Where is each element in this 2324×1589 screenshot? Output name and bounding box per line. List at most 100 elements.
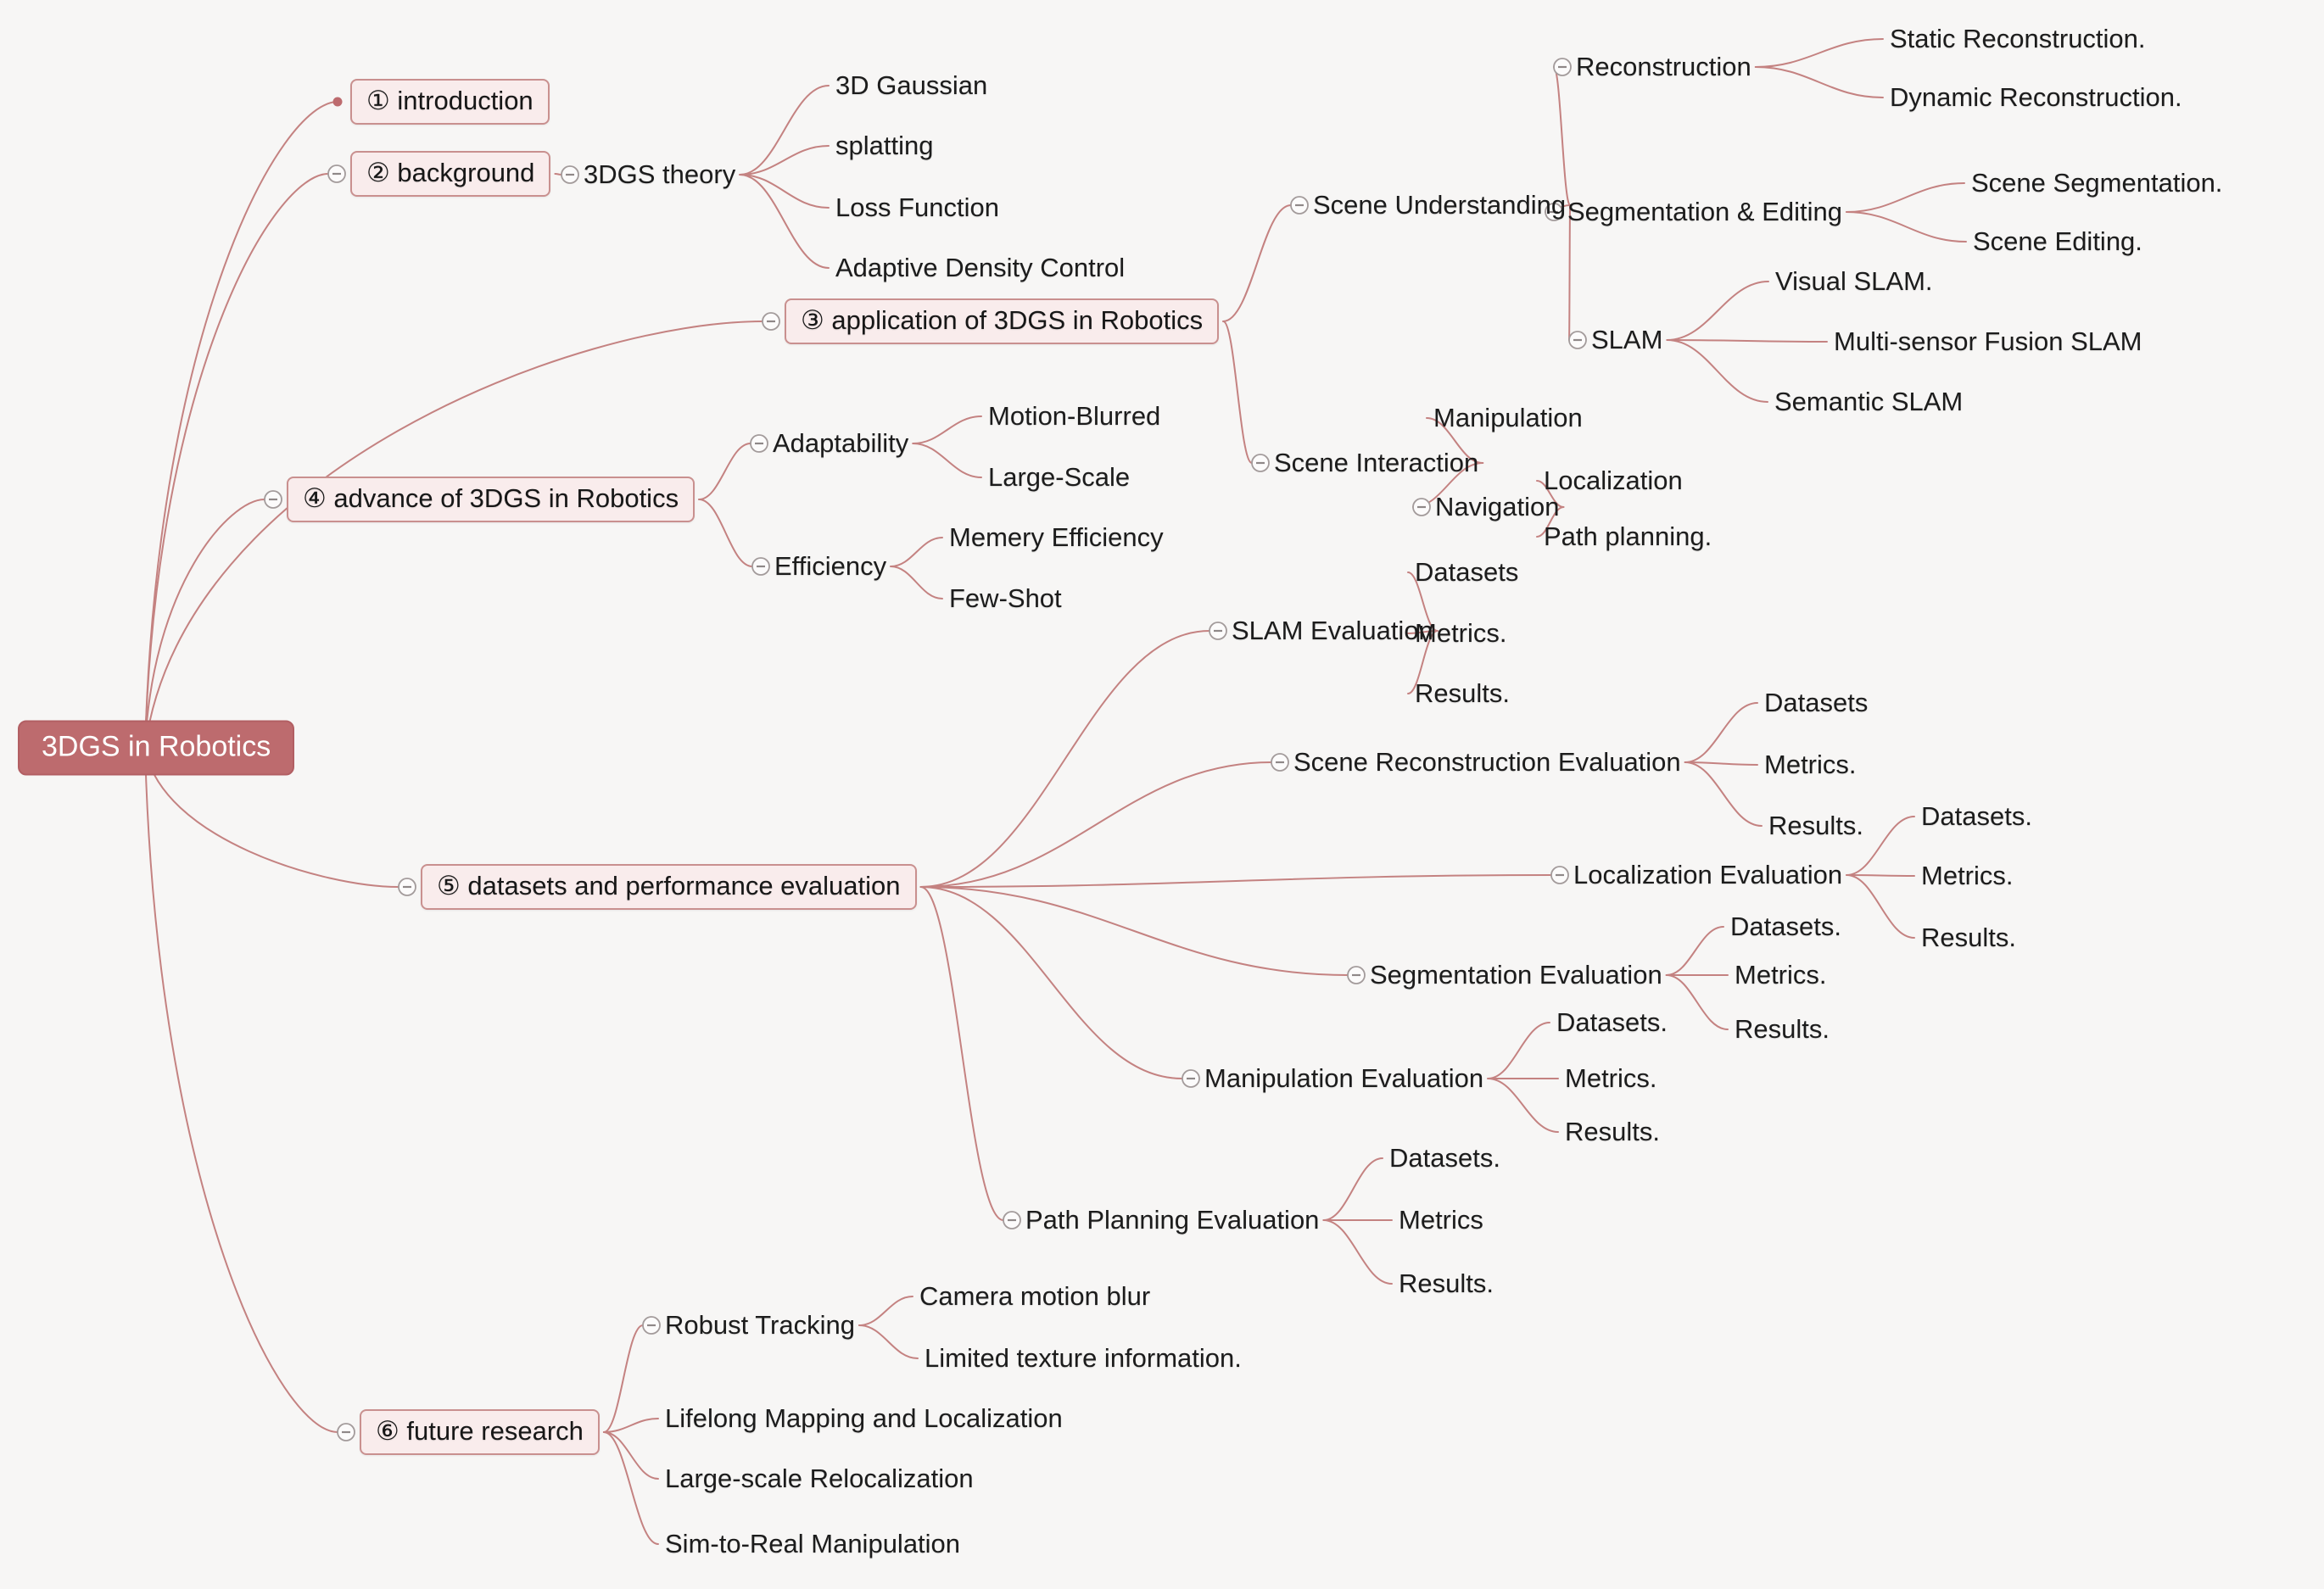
node-pathplan[interactable]: Path planning. bbox=[1544, 521, 1712, 551]
edge-advance-adapt bbox=[698, 443, 751, 500]
node-se_m[interactable]: Metrics. bbox=[1415, 618, 1507, 648]
node-maneval[interactable]: Manipulation Evaluation bbox=[1204, 1063, 1484, 1093]
node-recon[interactable]: Reconstruction bbox=[1576, 52, 1751, 81]
edge-advance-eff bbox=[698, 499, 753, 567]
edge-nav-loc bbox=[1536, 480, 1565, 508]
node-motion[interactable]: Motion-Blurred bbox=[988, 401, 1161, 431]
node-dynrec[interactable]: Dynamic Reconstruction. bbox=[1890, 82, 2182, 112]
node-loceval[interactable]: Localization Evaluation bbox=[1573, 860, 1843, 889]
edge-maneval-mn_d bbox=[1487, 1022, 1550, 1079]
node-theory[interactable]: 3DGS theory bbox=[584, 159, 736, 189]
edge-ppeval-pp_d bbox=[1322, 1157, 1383, 1221]
node-lifelong[interactable]: Lifelong Mapping and Localization bbox=[665, 1403, 1063, 1433]
node-sg_m[interactable]: Metrics. bbox=[1735, 960, 1827, 990]
node-largescale[interactable]: Large-Scale bbox=[988, 462, 1131, 492]
node-camblur[interactable]: Camera motion blur bbox=[919, 1281, 1151, 1311]
edge-app3-sceneund bbox=[1222, 204, 1292, 322]
node-le_r[interactable]: Results. bbox=[1921, 923, 2016, 952]
node-eff[interactable]: Efficiency bbox=[774, 551, 887, 581]
node-adc[interactable]: Adaptive Density Control bbox=[835, 253, 1126, 282]
node-splatting[interactable]: splatting bbox=[835, 131, 934, 160]
edge-root-advance bbox=[144, 499, 265, 749]
edge-loceval-le_m bbox=[1846, 874, 1915, 877]
node-mn_r[interactable]: Results. bbox=[1565, 1117, 1660, 1146]
node-loss[interactable]: Loss Function bbox=[835, 192, 999, 222]
node-loc[interactable]: Localization bbox=[1544, 466, 1683, 495]
edge-datasets5-maneval bbox=[919, 886, 1183, 1079]
node-app3[interactable]: ③ application of 3DGS in Robotics bbox=[785, 298, 1220, 344]
edge-theory-splatting bbox=[739, 145, 830, 176]
node-sceneund[interactable]: Scene Understanding bbox=[1313, 190, 1567, 220]
node-ppeval[interactable]: Path Planning Evaluation bbox=[1025, 1205, 1320, 1235]
node-mslam[interactable]: Multi-sensor Fusion SLAM bbox=[1834, 326, 2142, 356]
node-mn_d[interactable]: Datasets. bbox=[1556, 1007, 1668, 1037]
node-fewshot[interactable]: Few-Shot bbox=[949, 583, 1062, 613]
edge-loceval-le_r bbox=[1846, 874, 1915, 939]
node-pp_m[interactable]: Metrics bbox=[1399, 1205, 1483, 1235]
edge-segeval-sg_r bbox=[1665, 974, 1729, 1030]
node-vslam[interactable]: Visual SLAM. bbox=[1775, 266, 1933, 296]
node-le_d[interactable]: Datasets. bbox=[1921, 801, 2032, 831]
edge-datasets5-segeval bbox=[919, 886, 1349, 976]
node-robust[interactable]: Robust Tracking bbox=[665, 1310, 855, 1340]
node-sceneseg[interactable]: Scene Segmentation. bbox=[1971, 168, 2223, 198]
edge-recon-staticrec bbox=[1754, 38, 1884, 68]
node-sim2real[interactable]: Sim-to-Real Manipulation bbox=[665, 1529, 961, 1558]
edge-background-theory bbox=[554, 173, 562, 176]
node-memeff[interactable]: Memery Efficiency bbox=[949, 522, 1164, 552]
node-pp_r[interactable]: Results. bbox=[1399, 1268, 1494, 1298]
node-sr_d[interactable]: Datasets bbox=[1764, 688, 1869, 717]
node-mn_m[interactable]: Metrics. bbox=[1565, 1063, 1657, 1093]
edge-future-relocal bbox=[602, 1431, 659, 1480]
edge-adapt-motion bbox=[912, 415, 982, 444]
edge-segedit-sceneedit bbox=[1846, 211, 1967, 243]
node-sg_d[interactable]: Datasets. bbox=[1730, 912, 1841, 941]
node-manip[interactable]: Manipulation bbox=[1433, 403, 1583, 432]
node-adapt[interactable]: Adaptability bbox=[773, 428, 909, 458]
edge-slam-vslam bbox=[1666, 281, 1769, 341]
edge-recon-dynrec bbox=[1754, 66, 1884, 98]
edge-ppeval-pp_r bbox=[1322, 1219, 1393, 1285]
edge-root-background bbox=[144, 173, 329, 749]
node-sceneedit[interactable]: Scene Editing. bbox=[1973, 226, 2142, 256]
edge-slam-mslam bbox=[1666, 339, 1828, 343]
node-sr_r[interactable]: Results. bbox=[1768, 811, 1863, 840]
edge-theory-adc bbox=[739, 174, 830, 269]
node-datasets5[interactable]: ⑤ datasets and performance evaluation bbox=[421, 864, 917, 910]
node-le_m[interactable]: Metrics. bbox=[1921, 861, 2014, 890]
edge-theory-loss bbox=[739, 174, 830, 209]
node-pp_d[interactable]: Datasets. bbox=[1389, 1143, 1500, 1173]
node-sr_m[interactable]: Metrics. bbox=[1764, 750, 1857, 779]
node-nav[interactable]: Navigation bbox=[1435, 492, 1560, 521]
node-root[interactable]: 3DGS in Robotics bbox=[18, 720, 295, 776]
node-sg_r[interactable]: Results. bbox=[1735, 1014, 1830, 1044]
node-intro[interactable]: ① introduction bbox=[350, 79, 550, 125]
node-slameval[interactable]: SLAM Evaluation bbox=[1232, 616, 1433, 645]
edge-root-datasets5 bbox=[144, 747, 399, 888]
node-segedit[interactable]: Segmentation & Editing bbox=[1567, 197, 1842, 226]
node-se_r[interactable]: Results. bbox=[1415, 678, 1510, 708]
node-staticrec[interactable]: Static Reconstruction. bbox=[1890, 24, 2146, 53]
node-semslam[interactable]: Semantic SLAM bbox=[1774, 387, 1964, 416]
node-slam[interactable]: SLAM bbox=[1591, 325, 1663, 354]
edge-theory-gaussian bbox=[739, 85, 830, 176]
node-gaussian[interactable]: 3D Gaussian bbox=[835, 70, 988, 100]
edge-slameval-se_m bbox=[1407, 630, 1439, 634]
node-segeval[interactable]: Segmentation Evaluation bbox=[1370, 960, 1662, 990]
branch-dot-icon-intro bbox=[332, 97, 343, 107]
node-limtex[interactable]: Limited texture information. bbox=[925, 1343, 1242, 1373]
node-advance[interactable]: ④ advance of 3DGS in Robotics bbox=[287, 477, 696, 522]
node-future[interactable]: ⑥ future research bbox=[360, 1409, 600, 1455]
edge-adapt-largescale bbox=[912, 443, 982, 478]
node-sreval[interactable]: Scene Reconstruction Evaluation bbox=[1293, 747, 1681, 777]
node-relocal[interactable]: Large-scale Relocalization bbox=[665, 1464, 974, 1493]
edge-sreval-sr_r bbox=[1684, 761, 1763, 827]
edge-eff-memeff bbox=[890, 537, 943, 567]
node-sceneint[interactable]: Scene Interaction bbox=[1274, 448, 1479, 477]
node-background[interactable]: ② background bbox=[350, 151, 551, 197]
edge-segeval-sg_d bbox=[1665, 926, 1724, 976]
edge-future-lifelong bbox=[602, 1418, 659, 1433]
edge-robust-limtex bbox=[858, 1324, 919, 1359]
node-se_d[interactable]: Datasets bbox=[1415, 557, 1519, 587]
edge-root-future bbox=[144, 747, 338, 1433]
